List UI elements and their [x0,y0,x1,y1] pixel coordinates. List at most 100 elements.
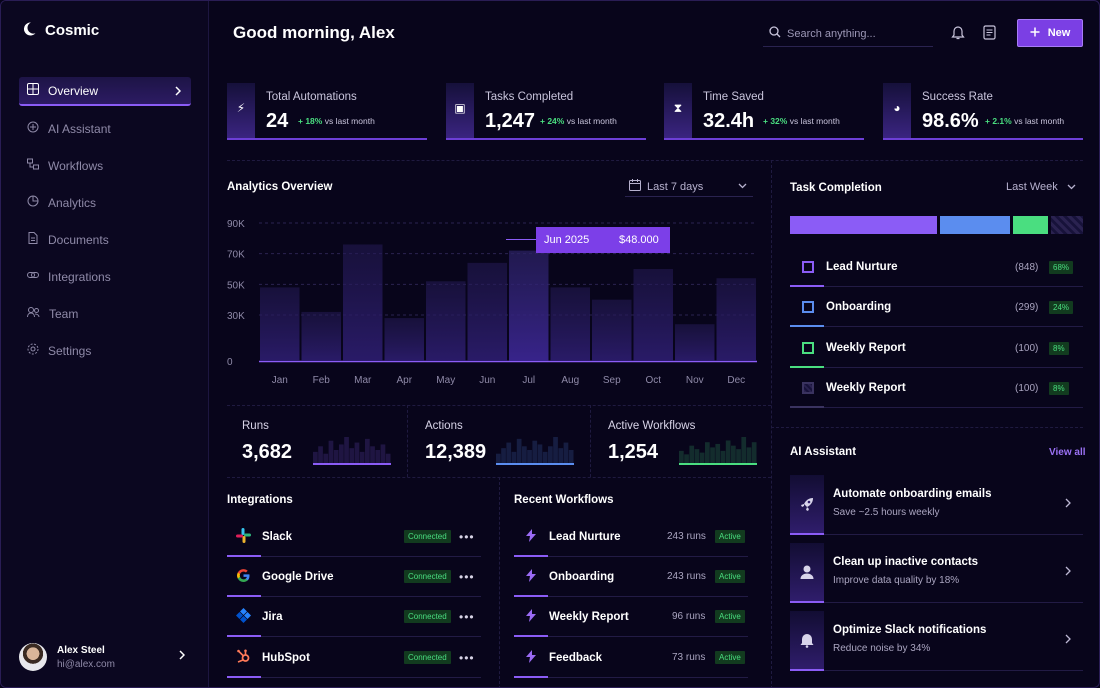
checkbox[interactable] [802,301,814,313]
analytics-title: Analytics Overview [227,181,333,193]
chevron-right-icon [175,85,182,99]
chevron-down-icon [1067,181,1076,193]
chart-bar[interactable] [426,281,466,361]
task-range-select[interactable]: Last Week [1006,181,1076,193]
search-icon [769,26,781,41]
sparkline-bar [553,437,558,463]
task-row-lead-nurture[interactable]: Lead Nurture (848) 68% [790,247,1083,287]
sparkline-bar [380,444,386,463]
sidebar-item-workflows[interactable]: Workflows [19,151,191,180]
view-all-link[interactable]: View all [1049,447,1086,458]
stat-card-success-rate[interactable]: ◕ Success Rate 98.6% + 2.1% vs last mont… [883,83,1083,140]
sidebar-item-analytics[interactable]: Analytics [19,188,191,217]
x-tick-label: Apr [396,375,412,386]
checkbox[interactable] [802,261,814,273]
rocket-icon [790,475,824,535]
sidebar-item-settings[interactable]: Settings [19,336,191,365]
task-row-weekly-report[interactable]: Weekly Report (100) 8% [790,328,1083,368]
task-percent: 68% [1049,261,1074,274]
integration-row-jira[interactable]: Jira Connected ••• [227,597,481,637]
chevron-right-icon [1065,565,1071,579]
workflow-icon [27,158,39,173]
stat-card-time-saved[interactable]: ⧗ Time Saved 32.4h + 32% vs last month [664,83,864,140]
stat-delta: + 2.1% vs last month [985,116,1064,126]
metric-actions[interactable]: Actions 12,389 [410,405,590,467]
sidebar-item-team[interactable]: Team [19,299,191,328]
chart-bar[interactable] [260,287,300,361]
checkbox[interactable] [802,342,814,354]
sidebar-item-documents[interactable]: Documents [19,225,191,254]
chart-bar[interactable] [716,278,757,361]
more-icon[interactable]: ••• [459,569,475,584]
status-badge: Active [715,651,745,664]
stat-value: 1,247 [485,110,536,132]
workflow-row-onboarding[interactable]: Onboarding 243 runs Active [514,557,748,597]
search-input[interactable]: Search anything... [763,21,933,47]
task-row-weekly-report-2[interactable]: Weekly Report (100) 8% [790,368,1083,408]
sparkline-actions [496,437,574,465]
chart-bar[interactable] [675,324,715,361]
more-icon[interactable]: ••• [459,650,475,665]
ai-suggestion-slack-notifications[interactable]: Optimize Slack notifications Reduce nois… [790,611,1083,671]
bell-icon [790,611,824,671]
google-icon [236,568,254,586]
metric-value: 1,254 [608,441,659,463]
page-title: Good morning, Alex [233,23,395,42]
task-count: (848) [1015,262,1039,273]
stat-value: 98.6% [922,110,979,132]
task-count: (299) [1015,302,1039,313]
task-row-onboarding[interactable]: Onboarding (299) 24% [790,287,1083,327]
notes-icon[interactable] [983,25,996,43]
metric-active-workflows[interactable]: Active Workflows 1,254 [593,405,771,467]
tooltip-value: $48.000 [619,234,659,246]
sidebar-item-ai-assistant[interactable]: AI Assistant [19,114,191,143]
sparkline-baseline [313,463,391,465]
user-profile[interactable]: Alex Steel hi@alex.com [19,641,191,673]
chart-bar[interactable] [343,244,383,361]
integration-row-google-drive[interactable]: Google Drive Connected ••• [227,557,481,597]
integration-row-hubspot[interactable]: HubSpot Connected ••• [227,638,481,678]
date-range-select[interactable]: Last 7 days [625,177,753,197]
stat-card-tasks-completed[interactable]: ▣ Tasks Completed 1,247 + 24% vs last mo… [446,83,646,140]
sidebar-item-overview[interactable]: Overview [19,77,191,106]
sparkline-bar [385,453,391,463]
chart-bar[interactable] [467,262,508,361]
sparkline-bar [741,437,747,463]
chart-bar[interactable] [633,269,674,361]
stat-card-total-automations[interactable]: ⚡ Total Automations 24 + 18% vs last mon… [227,83,427,140]
ai-suggestion-title: Automate onboarding emails [833,488,992,500]
ai-suggestion-inactive-contacts[interactable]: Clean up inactive contacts Improve data … [790,543,1083,603]
hourglass-icon: ⧗ [664,83,692,138]
bell-icon[interactable] [951,25,965,43]
task-completion-segment [940,216,1010,234]
chart-bar[interactable] [384,318,425,361]
recent-workflows-title: Recent Workflows [514,494,614,506]
workflow-row-feedback[interactable]: Feedback 73 runs Active [514,638,748,678]
workflow-row-lead-nurture[interactable]: Lead Nurture 243 runs Active [514,517,748,557]
bolt-icon [525,649,541,666]
row-accent [227,555,261,557]
y-tick-label: 90K [227,219,245,230]
stat-label: Tasks Completed [485,91,574,103]
integrations-title: Integrations [227,494,293,506]
brand[interactable]: Cosmic [21,21,99,40]
more-icon[interactable]: ••• [459,529,475,544]
workflow-name: Lead Nurture [549,530,621,543]
chart-bar[interactable] [509,250,549,361]
integration-row-slack[interactable]: Slack Connected ••• [227,517,481,557]
workflow-row-weekly-report[interactable]: Weekly Report 96 runs Active [514,597,748,637]
chevron-right-icon [179,649,186,663]
ai-assistant-title: AI Assistant [790,446,857,458]
chart-bar[interactable] [592,299,632,361]
new-button[interactable]: New [1017,19,1083,47]
ai-suggestion-onboarding-emails[interactable]: Automate onboarding emails Save ~2.5 hou… [790,475,1083,535]
stat-delta-value: + 2.1% [985,116,1012,126]
more-icon[interactable]: ••• [459,609,475,624]
checkbox[interactable] [802,382,814,394]
chart-bar[interactable] [301,311,342,361]
chart-bar[interactable] [550,287,591,361]
stat-delta-value: + 32% [763,116,788,126]
sidebar-item-integrations[interactable]: Integrations [19,262,191,291]
metric-runs[interactable]: Runs 3,682 [227,405,407,467]
sparkline-bar [710,447,715,463]
